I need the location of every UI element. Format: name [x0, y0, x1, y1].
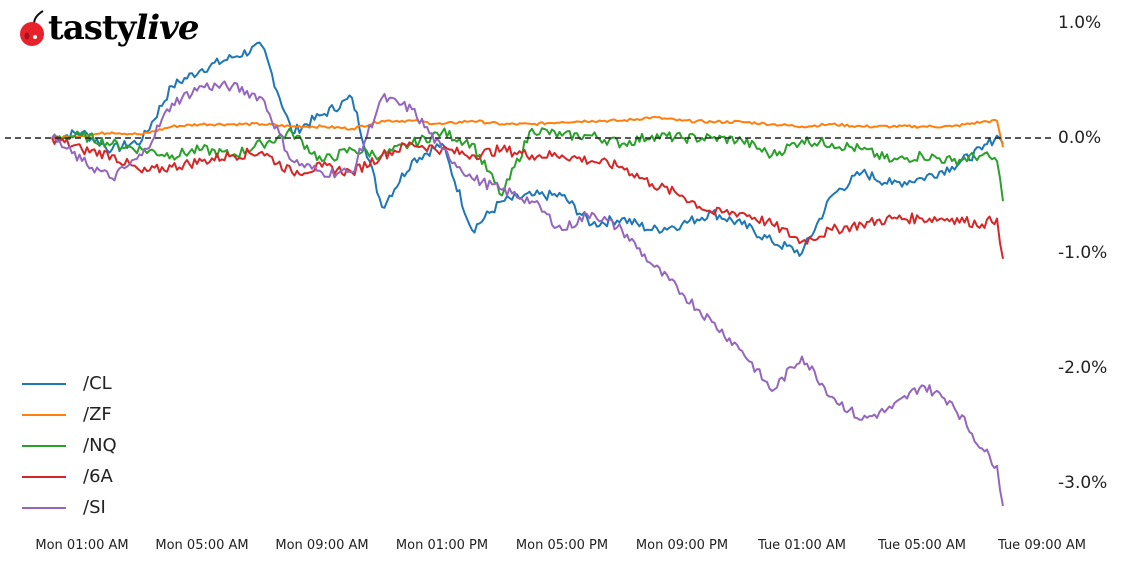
legend: /CL /ZF /NQ /6A /SI: [22, 368, 117, 523]
y-tick-label: -2.0%: [1058, 358, 1108, 378]
legend-item-si: /SI: [22, 492, 117, 523]
series-layer: [51, 41, 1004, 507]
y-tick-label: -3.0%: [1058, 473, 1108, 493]
legend-swatch-si: [22, 506, 66, 509]
x-tick-label: Tue 01:00 AM: [757, 538, 847, 553]
legend-label-6a: /6A: [83, 466, 113, 487]
x-tick-label: Mon 09:00 AM: [275, 538, 369, 553]
legend-swatch-nq: [22, 444, 66, 447]
logo-text-tasty: tasty: [48, 8, 136, 48]
legend-item-6a: /6A: [22, 461, 117, 492]
x-tick-label: Mon 01:00 PM: [395, 538, 489, 553]
y-tick-label: 0.0%: [1058, 128, 1102, 148]
legend-item-nq: /NQ: [22, 430, 117, 461]
x-tick-label: Mon 09:00 PM: [635, 538, 729, 553]
tastylive-logo: tastylive: [16, 6, 200, 50]
x-tick-label: Mon 01:00 AM: [35, 538, 129, 553]
series-line-si: [51, 80, 1004, 507]
logo-wordmark: tastylive: [48, 8, 200, 48]
series-line-6a: [51, 136, 1004, 259]
x-tick-label: Tue 05:00 AM: [877, 538, 967, 553]
legend-label-nq: /NQ: [83, 435, 117, 456]
y-tick-label: -1.0%: [1058, 243, 1108, 263]
x-tick-label: Mon 05:00 PM: [515, 538, 609, 553]
legend-swatch-cl: [22, 382, 66, 385]
legend-label-cl: /CL: [83, 373, 112, 394]
series-line-nq: [51, 127, 1004, 202]
cherry-icon: [20, 10, 44, 46]
legend-swatch-zf: [22, 413, 66, 416]
y-tick-label: 1.0%: [1058, 13, 1102, 33]
series-line-zf: [51, 115, 1004, 148]
x-tick-label: Mon 05:00 AM: [155, 538, 249, 553]
legend-item-cl: /CL: [22, 368, 117, 399]
legend-swatch-6a: [22, 475, 66, 478]
logo-text-live: live: [135, 8, 199, 48]
series-line-cl: [51, 41, 1004, 257]
x-tick-label: Tue 09:00 AM: [997, 538, 1087, 553]
legend-item-zf: /ZF: [22, 399, 117, 430]
legend-label-zf: /ZF: [83, 404, 112, 425]
legend-label-si: /SI: [83, 497, 106, 518]
